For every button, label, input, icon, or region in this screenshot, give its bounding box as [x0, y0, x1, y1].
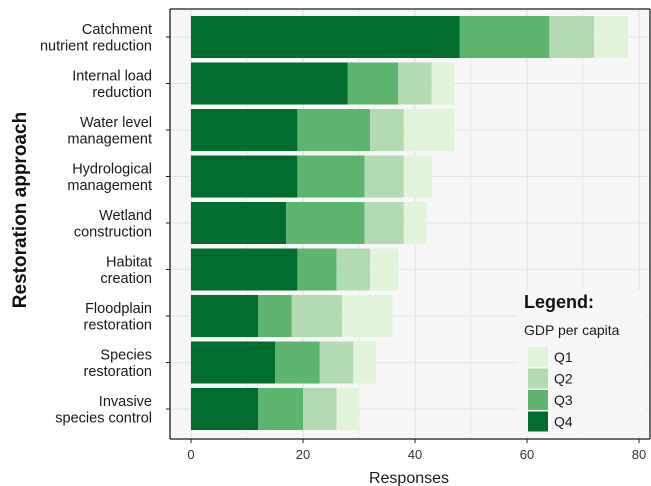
- category-labels: Catchment nutrient reduction Internal load…: [40, 22, 170, 427]
- bar-habitat-creation-q4: [191, 248, 298, 291]
- legend-label-q4: Q4: [554, 414, 573, 430]
- bar-invasive-species-control-q2: [303, 388, 337, 430]
- category-label-catchment-nutrient-reduction: Catchment nutrient reduction: [40, 22, 152, 55]
- legend-swatch-q2: [528, 368, 548, 389]
- category-label-wetland-construction: Wetland construction: [74, 208, 152, 241]
- bar-wetland-construction-q1: [403, 202, 427, 244]
- bar-internal-load-reduction-q1: [431, 62, 455, 105]
- x-tick-label: 80: [632, 447, 646, 462]
- category-label-hydrological-management: Hydrological management: [67, 162, 152, 195]
- legend-title: Legend:: [524, 292, 594, 312]
- bar-invasive-species-control-q3: [258, 388, 303, 430]
- bar-water-level-management-q2: [370, 109, 404, 151]
- category-label-species-restoration: Species restoration: [83, 348, 152, 381]
- x-axis-title: Responses: [369, 470, 449, 486]
- x-tick-label: 60: [520, 447, 534, 462]
- x-tick-label: 40: [408, 447, 422, 462]
- bar-internal-load-reduction-q2: [398, 62, 432, 105]
- bar-water-level-management-q4: [191, 109, 298, 151]
- bar-wetland-construction-q3: [286, 202, 365, 244]
- bar-water-level-management-q1: [403, 109, 455, 151]
- category-label-water-level-management: Water level management: [67, 115, 152, 148]
- bar-hydrological-management-q1: [403, 155, 432, 198]
- y-axis-title: Restoration approach: [10, 112, 31, 308]
- bar-floodplain-restoration-q4: [191, 295, 259, 337]
- bar-internal-load-reduction-q3: [347, 62, 399, 105]
- bar-water-level-management-q3: [297, 109, 371, 151]
- bar-catchment-nutrient-reduction-q3: [459, 16, 550, 58]
- bar-floodplain-restoration-q1: [342, 295, 393, 337]
- legend-swatch-q1: [528, 347, 548, 367]
- legend: Legend: GDP per capita Q1 Q2 Q3 Q4: [518, 290, 646, 436]
- category-label-floodplain-restoration: Floodplain restoration: [83, 301, 152, 334]
- bar-catchment-nutrient-reduction-q2: [549, 16, 595, 58]
- bar-species-restoration-q4: [191, 341, 275, 384]
- bar-habitat-creation-q2: [336, 248, 371, 291]
- y-axis-title-box: [0, 100, 37, 320]
- legend-label-q2: Q2: [554, 371, 573, 387]
- bar-floodplain-restoration-q3: [258, 295, 292, 337]
- category-label-invasive-species-control: Invasive species control: [55, 394, 152, 427]
- bar-invasive-species-control-q1: [336, 388, 359, 430]
- bar-internal-load-reduction-q4: [191, 62, 348, 105]
- category-label-internal-load-reduction: Internal load reduction: [72, 69, 152, 102]
- legend-label-q3: Q3: [554, 392, 573, 408]
- category-label-habitat-creation: Habitat creation: [100, 255, 152, 288]
- bar-wetland-construction-q4: [191, 202, 287, 244]
- x-tick-label: 20: [296, 447, 310, 462]
- bar-hydrological-management-q3: [297, 155, 365, 198]
- bar-hydrological-management-q4: [191, 155, 298, 198]
- bar-catchment-nutrient-reduction-q1: [594, 16, 628, 58]
- bar-species-restoration-q3: [275, 341, 320, 384]
- bar-species-restoration-q2: [319, 341, 354, 384]
- bar-catchment-nutrient-reduction-q4: [191, 16, 460, 58]
- legend-label-q1: Q1: [554, 349, 573, 365]
- bar-habitat-creation-q1: [370, 248, 399, 291]
- bar-invasive-species-control-q4: [191, 388, 259, 430]
- bar-floodplain-restoration-q2: [291, 295, 343, 337]
- legend-swatch-q3: [528, 390, 548, 410]
- axes: 0 20 40 60 80: [169, 8, 651, 462]
- legend-subtitle: GDP per capita: [524, 322, 620, 338]
- bars: [191, 16, 628, 430]
- bar-hydrological-management-q2: [364, 155, 404, 198]
- legend-swatch-q4: [528, 411, 548, 432]
- bar-species-restoration-q1: [353, 341, 376, 384]
- x-tick-label: 0: [187, 447, 194, 462]
- bar-wetland-construction-q2: [364, 202, 404, 244]
- bar-habitat-creation-q3: [297, 248, 337, 291]
